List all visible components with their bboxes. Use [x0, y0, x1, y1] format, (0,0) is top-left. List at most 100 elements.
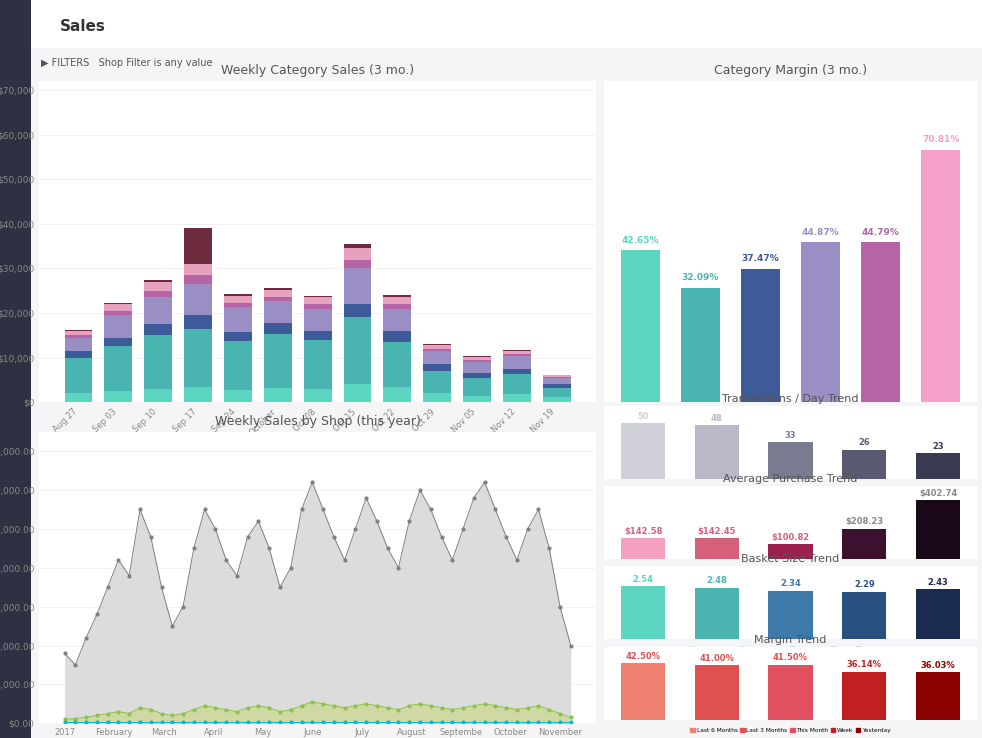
Bar	[224, 303, 252, 307]
Bar	[916, 453, 960, 479]
Legend: Last 6 Months, Last 3 Months, This Month, Week, Yesterday: Last 6 Months, Last 3 Months, This Month…	[688, 725, 893, 735]
Bar	[843, 528, 887, 559]
Bar	[621, 423, 665, 479]
Text: 42.50%: 42.50%	[626, 652, 661, 661]
Bar	[65, 330, 92, 331]
Bar	[303, 339, 332, 389]
Bar	[344, 260, 371, 269]
Bar	[344, 317, 371, 384]
Bar	[383, 295, 411, 297]
Bar	[303, 331, 332, 339]
Bar	[104, 311, 133, 315]
Bar	[621, 538, 665, 559]
Text: 36.03%: 36.03%	[921, 661, 955, 669]
Bar	[224, 390, 252, 402]
Bar	[503, 351, 531, 354]
Bar	[303, 308, 332, 331]
Bar	[104, 303, 133, 304]
Bar	[843, 592, 887, 639]
Bar	[694, 665, 738, 720]
Title: Basket Size Trend: Basket Size Trend	[741, 554, 840, 565]
Bar	[344, 304, 371, 317]
Bar	[916, 589, 960, 639]
Bar	[843, 672, 887, 720]
Bar	[694, 425, 738, 479]
Bar	[843, 449, 887, 479]
Text: $208.23: $208.23	[846, 517, 884, 526]
Bar	[264, 388, 292, 402]
Bar	[185, 228, 212, 264]
Bar	[185, 315, 212, 328]
Bar	[423, 351, 451, 365]
Legend: Last 6 Months, Last 3 Months, This Month, Week, Yesterday: Last 6 Months, Last 3 Months, This Month…	[688, 565, 893, 575]
Bar	[621, 587, 665, 639]
Bar	[65, 351, 92, 358]
Bar	[383, 331, 411, 342]
Bar	[303, 304, 332, 308]
Bar	[383, 308, 411, 331]
Bar	[694, 587, 738, 639]
Bar	[464, 357, 491, 360]
Text: 23: 23	[932, 442, 944, 451]
Bar	[303, 389, 332, 402]
Bar	[464, 373, 491, 378]
Bar	[144, 297, 172, 324]
Bar	[185, 275, 212, 284]
Bar	[65, 337, 92, 351]
Bar	[104, 315, 133, 337]
Bar	[921, 150, 960, 402]
Bar	[264, 297, 292, 301]
Bar	[144, 291, 172, 297]
Text: 2.43: 2.43	[928, 578, 949, 587]
Bar	[503, 394, 531, 402]
Bar	[344, 384, 371, 402]
Bar	[383, 297, 411, 304]
Bar	[464, 378, 491, 396]
Bar	[464, 356, 491, 357]
Bar	[264, 301, 292, 323]
Bar	[383, 387, 411, 402]
Bar	[65, 331, 92, 335]
Text: 48: 48	[711, 414, 723, 423]
Bar	[65, 358, 92, 393]
Bar	[423, 349, 451, 351]
Legend: ACCESSORIES, BIKES, CLOTHING, COMPONENTS, COMPONENTS/BOTTOM BRACKET, Labor, Rent: ACCESSORIES, BIKES, CLOTHING, COMPONENTS…	[157, 477, 478, 498]
Bar	[104, 304, 133, 311]
Bar	[185, 328, 212, 387]
Text: $142.45: $142.45	[697, 527, 736, 536]
Bar	[464, 362, 491, 373]
Bar	[144, 335, 172, 389]
Bar	[185, 284, 212, 315]
Text: 2.48: 2.48	[706, 576, 727, 585]
Bar	[224, 307, 252, 332]
Bar	[185, 264, 212, 275]
Bar	[423, 365, 451, 371]
Legend: Last 6 Months, Last 3 Months, This Month, Week, Yesterday: Last 6 Months, Last 3 Months, This Month…	[688, 645, 893, 655]
Bar	[503, 374, 531, 394]
Text: 41.00%: 41.00%	[699, 654, 735, 663]
Bar	[144, 280, 172, 282]
Bar	[543, 377, 571, 378]
Legend: Last 6 months, Last 3 months, This Month, This Week, Yesterday: Last 6 months, Last 3 months, This Month…	[681, 485, 900, 494]
Title: Weekly Category Sales (3 mo.): Weekly Category Sales (3 mo.)	[221, 64, 414, 77]
Bar	[144, 324, 172, 335]
Text: 50: 50	[637, 412, 649, 421]
Bar	[694, 538, 738, 559]
Bar	[801, 242, 840, 402]
Text: 41.50%: 41.50%	[773, 653, 808, 663]
Bar	[543, 378, 571, 384]
Text: 70.81%: 70.81%	[922, 135, 959, 145]
Bar	[144, 389, 172, 402]
Bar	[344, 244, 371, 249]
Text: $402.74: $402.74	[919, 489, 957, 498]
Title: Transactions / Day Trend: Transactions / Day Trend	[722, 394, 859, 404]
Bar	[423, 344, 451, 345]
Text: $100.82: $100.82	[772, 533, 809, 542]
Bar	[104, 391, 133, 402]
Text: $142.58: $142.58	[624, 527, 662, 536]
Bar	[503, 356, 531, 369]
Bar	[503, 350, 531, 351]
Text: 44.87%: 44.87%	[801, 228, 840, 237]
Bar	[543, 375, 571, 377]
Bar	[264, 288, 292, 290]
